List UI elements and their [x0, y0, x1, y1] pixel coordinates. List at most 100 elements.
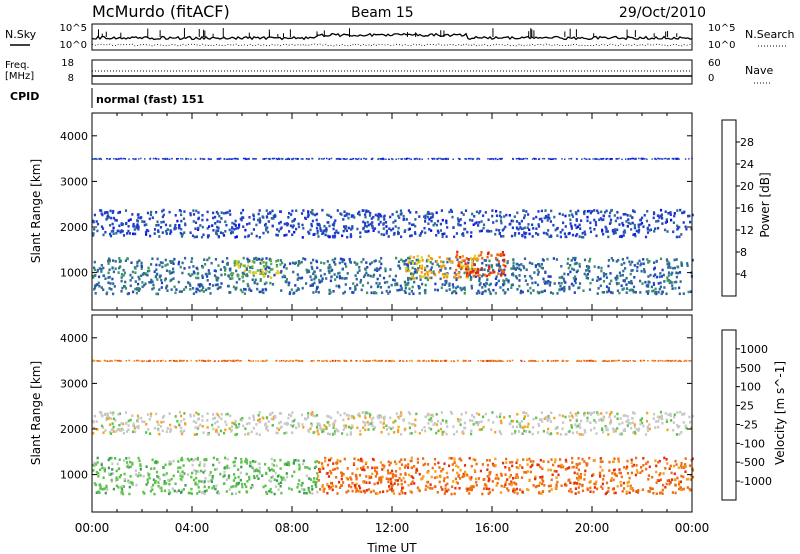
heatmap-cell — [122, 431, 126, 435]
heatmap-cell — [94, 292, 97, 295]
heatmap-cell — [148, 418, 151, 421]
heatmap-cell — [659, 410, 663, 414]
heatmap-cell — [565, 235, 568, 239]
heatmap-cell — [401, 158, 403, 160]
heatmap-cell — [418, 234, 421, 237]
heatmap-cell — [616, 485, 619, 488]
heatmap-cell — [204, 263, 207, 266]
heatmap-cell — [189, 274, 192, 278]
heatmap-cell — [326, 260, 329, 263]
heatmap-cell — [152, 286, 155, 290]
heatmap-cell — [468, 476, 471, 480]
heatmap-cell — [462, 264, 465, 268]
heatmap-cell — [314, 274, 317, 277]
heatmap-cell — [127, 466, 130, 469]
heatmap-cell — [428, 426, 431, 430]
heatmap-cell — [181, 470, 184, 473]
heatmap-cell — [111, 472, 114, 475]
heatmap-cell — [607, 486, 610, 490]
heatmap-cell — [657, 425, 660, 429]
heatmap-cell — [640, 269, 643, 273]
heatmap-cell — [125, 461, 129, 464]
heatmap-cell — [557, 473, 560, 477]
heatmap-cell — [414, 224, 417, 228]
heatmap-cell — [173, 425, 176, 428]
heatmap-cell — [515, 275, 518, 278]
heatmap-cell — [472, 269, 475, 273]
heatmap-cell — [95, 220, 98, 223]
heatmap-cell — [633, 412, 636, 415]
heatmap-cell — [546, 281, 549, 285]
heatmap-cell — [382, 227, 385, 230]
heatmap-cell — [222, 482, 226, 485]
heatmap-cell — [342, 258, 346, 262]
heatmap-cell — [360, 158, 362, 160]
heatmap-cell — [679, 208, 682, 212]
heatmap-cell — [427, 259, 430, 262]
heatmap-cell — [553, 158, 556, 160]
heatmap-cell — [275, 265, 279, 268]
heatmap-cell — [501, 253, 504, 257]
heatmap-cell — [663, 157, 666, 160]
heatmap-cell — [489, 158, 491, 160]
heatmap-cell — [475, 412, 478, 415]
heatmap-cell — [607, 264, 610, 268]
heatmap-cell — [184, 256, 187, 260]
heatmap-cell — [301, 158, 303, 160]
heatmap-cell — [648, 490, 651, 493]
heatmap-cell — [685, 227, 688, 231]
heatmap-cell — [561, 427, 564, 430]
heatmap-cell — [508, 467, 511, 470]
heatmap-cell — [254, 271, 257, 274]
heatmap-cell — [341, 276, 344, 280]
heatmap-cell — [507, 489, 510, 492]
heatmap-cell — [475, 257, 478, 260]
heatmap-cell — [106, 488, 109, 491]
heatmap-cell — [385, 477, 388, 480]
heatmap-cell — [676, 265, 679, 268]
heatmap-cell — [279, 210, 282, 213]
heatmap-cell — [380, 476, 383, 479]
heatmap-cell — [100, 212, 103, 215]
heatmap-cell — [467, 258, 470, 261]
heatmap-cell — [441, 488, 444, 491]
heatmap-cell — [336, 158, 339, 160]
heatmap-cell — [318, 278, 321, 282]
heatmap-cell — [520, 426, 523, 429]
heatmap-cell — [473, 254, 476, 258]
heatmap-cell — [124, 287, 128, 290]
heatmap-cell — [292, 157, 295, 160]
heatmap-cell — [189, 491, 192, 495]
heatmap-cell — [633, 264, 636, 267]
heatmap-cell — [546, 257, 549, 261]
heatmap-cell — [632, 290, 635, 294]
heatmap-cell — [465, 158, 468, 160]
heatmap-cell — [614, 428, 617, 431]
heatmap-cell — [186, 157, 188, 160]
heatmap-cell — [355, 263, 358, 266]
heatmap-cell — [230, 430, 233, 433]
heatmap-cell — [605, 428, 608, 432]
heatmap-cell — [328, 289, 331, 292]
heatmap-cell — [563, 272, 566, 276]
heatmap-cell — [474, 422, 477, 425]
heatmap-cell — [198, 289, 201, 293]
heatmap-cell — [96, 461, 99, 464]
heatmap-cell — [431, 257, 434, 261]
heatmap-cell — [178, 226, 181, 230]
heatmap-cell — [397, 232, 400, 235]
heatmap-cell — [292, 270, 295, 274]
heatmap-cell — [469, 271, 472, 275]
heatmap-cell — [581, 457, 584, 461]
heatmap-cell — [92, 234, 95, 237]
heatmap-cell — [302, 227, 305, 230]
heatmap-cell — [424, 288, 427, 292]
heatmap-cell — [526, 283, 529, 286]
heatmap-cell — [168, 210, 171, 214]
heatmap-cell — [222, 234, 226, 237]
heatmap-cell — [96, 283, 99, 286]
heatmap-cell — [548, 433, 551, 436]
heatmap-cell — [626, 471, 630, 475]
heatmap-cell — [195, 290, 198, 294]
heatmap-cell — [444, 267, 447, 270]
